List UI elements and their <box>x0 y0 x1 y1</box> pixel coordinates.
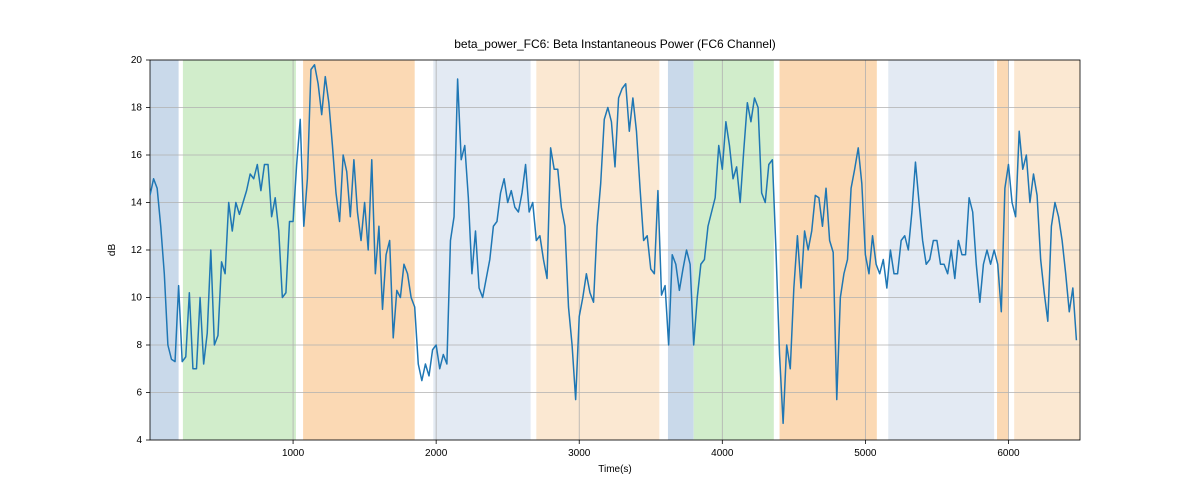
ytick-label: 4 <box>136 435 142 446</box>
y-axis-label: dB <box>107 244 118 257</box>
chart-title: beta_power_FC6: Beta Instantaneous Power… <box>454 37 776 51</box>
chart-container: 1000 2000 3000 4000 5000 6000 4 6 8 10 12 14 16 18 20 T… <box>0 0 1200 500</box>
ytick-label: 20 <box>131 55 143 66</box>
ytick-label: 10 <box>131 293 143 304</box>
ytick-label: 18 <box>131 103 143 114</box>
line-chart: 1000 2000 3000 4000 5000 6000 4 6 8 10 12 14 16 18 20 T… <box>0 0 1200 500</box>
ytick-label: 6 <box>136 388 142 399</box>
xtick-label: 1000 <box>282 448 305 459</box>
xtick-label: 5000 <box>854 448 877 459</box>
ytick-label: 12 <box>131 245 143 256</box>
xtick-label: 6000 <box>997 448 1020 459</box>
xtick-label: 2000 <box>425 448 448 459</box>
ytick-label: 14 <box>131 198 143 209</box>
xtick-label: 3000 <box>568 448 591 459</box>
ytick-label: 8 <box>136 340 142 351</box>
ytick-label: 16 <box>131 150 143 161</box>
xtick-label: 4000 <box>711 448 734 459</box>
x-axis-label: Time(s) <box>598 464 632 475</box>
